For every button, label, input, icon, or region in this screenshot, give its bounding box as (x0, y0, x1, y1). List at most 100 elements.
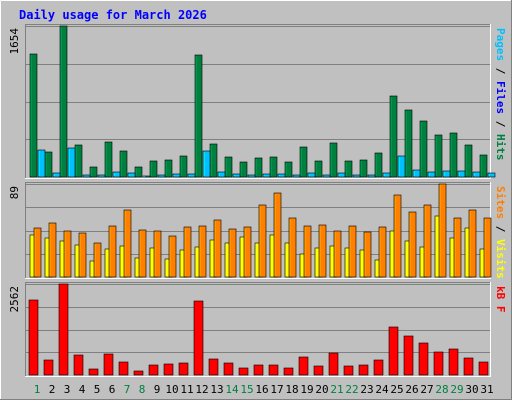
bar (448, 348, 459, 376)
bar (247, 174, 256, 178)
bar (344, 160, 353, 178)
bar (434, 134, 443, 178)
bar (148, 364, 159, 376)
bar (389, 95, 398, 178)
bar (118, 361, 129, 376)
bar (393, 194, 402, 278)
bar (59, 25, 68, 178)
bar (412, 169, 421, 178)
x-tick-label: 15 (240, 383, 253, 396)
bar (228, 228, 237, 278)
series-visits (29, 215, 488, 278)
bar (97, 174, 106, 178)
bar (243, 226, 252, 278)
chart-title: Daily usage for March 2026 (19, 8, 207, 22)
bar (133, 370, 144, 376)
bar (453, 217, 462, 278)
x-tick-label: 17 (270, 383, 283, 396)
panel-pages-files-hits: 1654 Pages / Files / Hits (8, 24, 507, 179)
bar (224, 156, 233, 178)
bar (29, 53, 38, 178)
bar (238, 367, 249, 376)
x-tick-label: 28 (435, 383, 448, 396)
bar (463, 357, 474, 376)
bar (138, 229, 147, 278)
series-pages (37, 147, 496, 178)
bar (193, 300, 204, 376)
bar (363, 231, 372, 278)
bar (464, 144, 473, 178)
bar (397, 155, 406, 178)
x-tick-label: 10 (165, 383, 178, 396)
bar (329, 142, 338, 178)
axis-legend-part: Visits (494, 239, 507, 279)
bar (337, 172, 346, 178)
bar (232, 173, 241, 178)
bar (382, 172, 391, 178)
plot-area (25, 24, 491, 179)
bar (134, 166, 143, 178)
bar (314, 160, 323, 178)
axis-legend-part: / (494, 219, 507, 239)
bar (168, 235, 177, 278)
bar (213, 219, 222, 278)
bar (487, 172, 496, 178)
x-tick-label: 8 (139, 383, 146, 396)
panel-visits-sites: 89 Sites / Visits (8, 182, 507, 279)
x-tick-label: 31 (480, 383, 493, 396)
bar (119, 150, 128, 178)
bar (483, 217, 492, 278)
bar (442, 170, 451, 178)
bar (277, 173, 286, 178)
bar (433, 351, 444, 376)
bar (333, 230, 342, 278)
bar (223, 362, 234, 376)
bar (108, 225, 117, 278)
bar (284, 161, 293, 178)
x-tick-label: 2 (49, 383, 56, 396)
bar (438, 183, 447, 278)
x-tick-label: 1 (34, 383, 41, 396)
bar (149, 160, 158, 178)
bar (103, 353, 114, 376)
bar (269, 156, 278, 178)
x-tick-label: 4 (79, 383, 86, 396)
bar (403, 335, 414, 376)
axis-legend: kB F (494, 286, 507, 313)
bar (33, 227, 42, 278)
axis-legend-part: Sites (494, 186, 507, 219)
x-tick-label: 30 (465, 383, 478, 396)
bar (194, 54, 203, 178)
x-tick-label: 24 (375, 383, 389, 396)
x-tick-label: 25 (390, 383, 403, 396)
bar (419, 120, 428, 178)
bar (187, 173, 196, 178)
series-sites (33, 183, 492, 278)
bar (472, 171, 481, 178)
x-tick-label: 13 (210, 383, 223, 396)
bar (273, 192, 282, 278)
bar (217, 171, 226, 178)
bar (328, 352, 339, 376)
bar (262, 173, 271, 178)
bar (253, 364, 264, 376)
bar (423, 204, 432, 278)
bar (367, 174, 376, 178)
bar (457, 170, 466, 178)
bar (404, 109, 413, 178)
bar (373, 359, 384, 376)
bar (48, 222, 57, 278)
bar (202, 150, 211, 178)
axis-legend-part: Files (494, 81, 507, 114)
bar (104, 141, 113, 178)
bar (179, 155, 188, 178)
x-tick-label: 23 (360, 383, 373, 396)
x-tick-label: 18 (285, 383, 298, 396)
bar (254, 157, 263, 178)
plot-area (25, 282, 491, 377)
x-tick-label: 29 (450, 383, 463, 396)
bar (258, 204, 267, 278)
bar (352, 174, 361, 178)
bar (283, 367, 294, 376)
bar (239, 161, 248, 178)
